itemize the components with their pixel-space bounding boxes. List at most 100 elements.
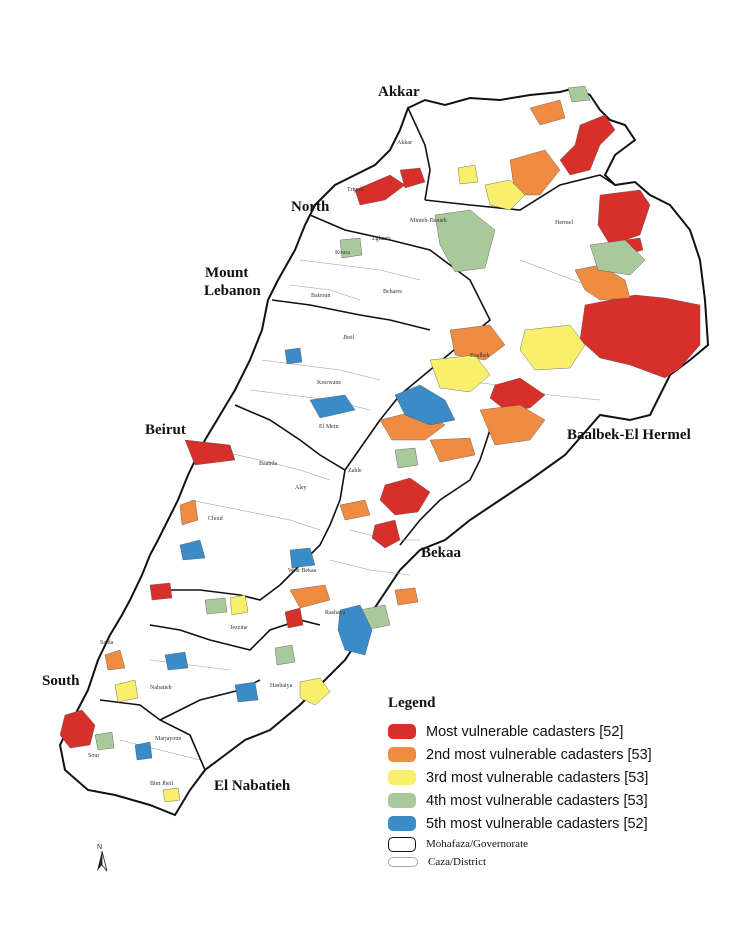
district-label: Tripoli xyxy=(347,187,364,193)
legend-swatch-red xyxy=(388,724,416,739)
legend-swatch-governorate-outline xyxy=(388,836,416,852)
legend-swatch-green xyxy=(388,793,416,808)
cadaster-most-vulnerable xyxy=(489,377,546,411)
cadaster-4th-vulnerable xyxy=(567,85,591,103)
legend-cutoff xyxy=(388,875,728,887)
cadaster-4th-vulnerable xyxy=(589,239,646,276)
district-label: Baabda xyxy=(259,461,277,467)
district-label: Saida xyxy=(100,640,114,646)
governorate-label-beirut: Beirut xyxy=(145,422,186,438)
legend-swatch-yellow xyxy=(388,770,416,785)
cadaster-4th-vulnerable xyxy=(394,447,419,469)
district-label: Hermel xyxy=(555,220,573,226)
cadaster-3rd-vulnerable xyxy=(519,324,586,371)
north-arrow-icon xyxy=(97,850,108,872)
district-label: Batroun xyxy=(311,293,331,299)
district-label: Hasbaiya xyxy=(270,683,293,689)
district-label: Nabatieh xyxy=(150,685,172,691)
district-label: El Metn xyxy=(319,424,339,430)
governorate-label-south: South xyxy=(42,673,80,689)
cadaster-3rd-vulnerable xyxy=(457,164,479,185)
legend-label: 3rd most vulnerable cadasters [53] xyxy=(426,769,649,786)
legend-item: 5th most vulnerable cadasters [52] xyxy=(388,812,728,835)
district-label: Aley xyxy=(295,485,307,491)
governorate-label-nabatieh: El Nabatieh xyxy=(214,778,291,794)
governorate-label-baalbek-hermel: Baalbek-El Hermel xyxy=(567,427,691,443)
legend-label: Caza/District xyxy=(428,856,487,868)
cadaster-4th-vulnerable xyxy=(339,237,363,259)
district-label: Chouf xyxy=(208,516,223,522)
cadaster-2nd-vulnerable xyxy=(339,499,371,521)
legend-swatch-orange xyxy=(388,747,416,762)
cadaster-most-vulnerable xyxy=(559,114,616,176)
legend-title: Legend xyxy=(388,695,436,711)
cadaster-4th-vulnerable xyxy=(434,209,496,273)
legend-item: 4th most vulnerable cadasters [53] xyxy=(388,789,728,812)
cadaster-most-vulnerable xyxy=(597,189,651,246)
cadaster-3rd-vulnerable xyxy=(429,354,491,393)
district-label: Baalbek xyxy=(470,353,490,359)
cadaster-most-vulnerable xyxy=(579,294,701,379)
cadaster-2nd-vulnerable xyxy=(529,99,566,126)
cadaster-2nd-vulnerable xyxy=(104,649,126,671)
district-label: Sour xyxy=(88,753,100,759)
cadaster-most-vulnerable xyxy=(184,439,236,466)
district-label: Kesrwane xyxy=(317,380,341,386)
governorate-label-mount-lebanon-2: Lebanon xyxy=(204,283,261,299)
cadaster-most-vulnerable xyxy=(354,174,406,206)
cadaster-3rd-vulnerable xyxy=(229,594,249,616)
cadaster-5th-vulnerable xyxy=(179,539,206,561)
district-label: Jezzine xyxy=(230,625,248,631)
governorate-label-bekaa: Bekaa xyxy=(421,545,462,561)
cadaster-4th-vulnerable xyxy=(274,644,296,666)
cadaster-3rd-vulnerable xyxy=(484,179,526,211)
district-label: West Bekaa xyxy=(288,568,317,574)
district-label: Zahle xyxy=(348,468,362,474)
legend-label: 2nd most vulnerable cadasters [53] xyxy=(426,746,652,763)
cadaster-5th-vulnerable xyxy=(134,741,153,761)
legend-item: Most vulnerable cadasters [52] xyxy=(388,720,728,743)
district-label: Zgharta xyxy=(372,236,391,242)
cadaster-5th-vulnerable xyxy=(337,604,373,656)
cadaster-4th-vulnerable xyxy=(94,731,115,751)
cadaster-2nd-vulnerable xyxy=(179,499,199,526)
district-label: Koura xyxy=(335,250,350,256)
legend-item-governorate: Mohafaza/Governorate xyxy=(388,835,728,853)
cadaster-5th-vulnerable xyxy=(309,394,356,419)
legend-item-district: Caza/District xyxy=(388,853,728,871)
cadaster-2nd-vulnerable xyxy=(449,324,506,361)
cadaster-5th-vulnerable xyxy=(284,347,303,365)
district-label: Minieh-Danieh xyxy=(410,218,447,224)
cadaster-5th-vulnerable xyxy=(234,681,259,703)
legend-label: Most vulnerable cadasters [52] xyxy=(426,723,624,740)
cadaster-most-vulnerable xyxy=(379,477,431,516)
governorate-label-mount-lebanon-1: Mount xyxy=(205,265,249,281)
district-label: Marjayoun xyxy=(155,736,182,742)
legend-swatch-district-outline xyxy=(388,857,418,867)
cadaster-most-vulnerable xyxy=(399,167,426,189)
legend-item: 3rd most vulnerable cadasters [53] xyxy=(388,766,728,789)
district-label: Bint Jbeil xyxy=(150,781,174,787)
cadaster-5th-vulnerable xyxy=(164,651,189,671)
legend-label: 4th most vulnerable cadasters [53] xyxy=(426,792,648,809)
district-label: Akkar xyxy=(397,140,412,146)
cadaster-5th-vulnerable xyxy=(394,384,456,426)
legend-label: 5th most vulnerable cadasters [52] xyxy=(426,815,648,832)
cadaster-2nd-vulnerable xyxy=(394,587,419,606)
cadaster-most-vulnerable xyxy=(59,709,96,749)
district-label: Rashaya xyxy=(325,610,346,616)
north-arrow-label: N xyxy=(97,844,103,851)
governorate-label-akkar: Akkar xyxy=(378,84,420,100)
cadaster-5th-vulnerable xyxy=(289,547,316,569)
legend-label: Mohafaza/Governorate xyxy=(426,838,529,850)
legend-item: 2nd most vulnerable cadasters [53] xyxy=(388,743,728,766)
cadaster-2nd-vulnerable xyxy=(429,437,476,463)
district-label: Bcharre xyxy=(383,289,402,295)
cadaster-most-vulnerable xyxy=(149,582,173,601)
cadaster-4th-vulnerable xyxy=(204,597,228,615)
district-label: Jbeil xyxy=(343,335,355,341)
cadaster-most-vulnerable xyxy=(284,607,304,629)
cadaster-3rd-vulnerable xyxy=(162,787,181,803)
